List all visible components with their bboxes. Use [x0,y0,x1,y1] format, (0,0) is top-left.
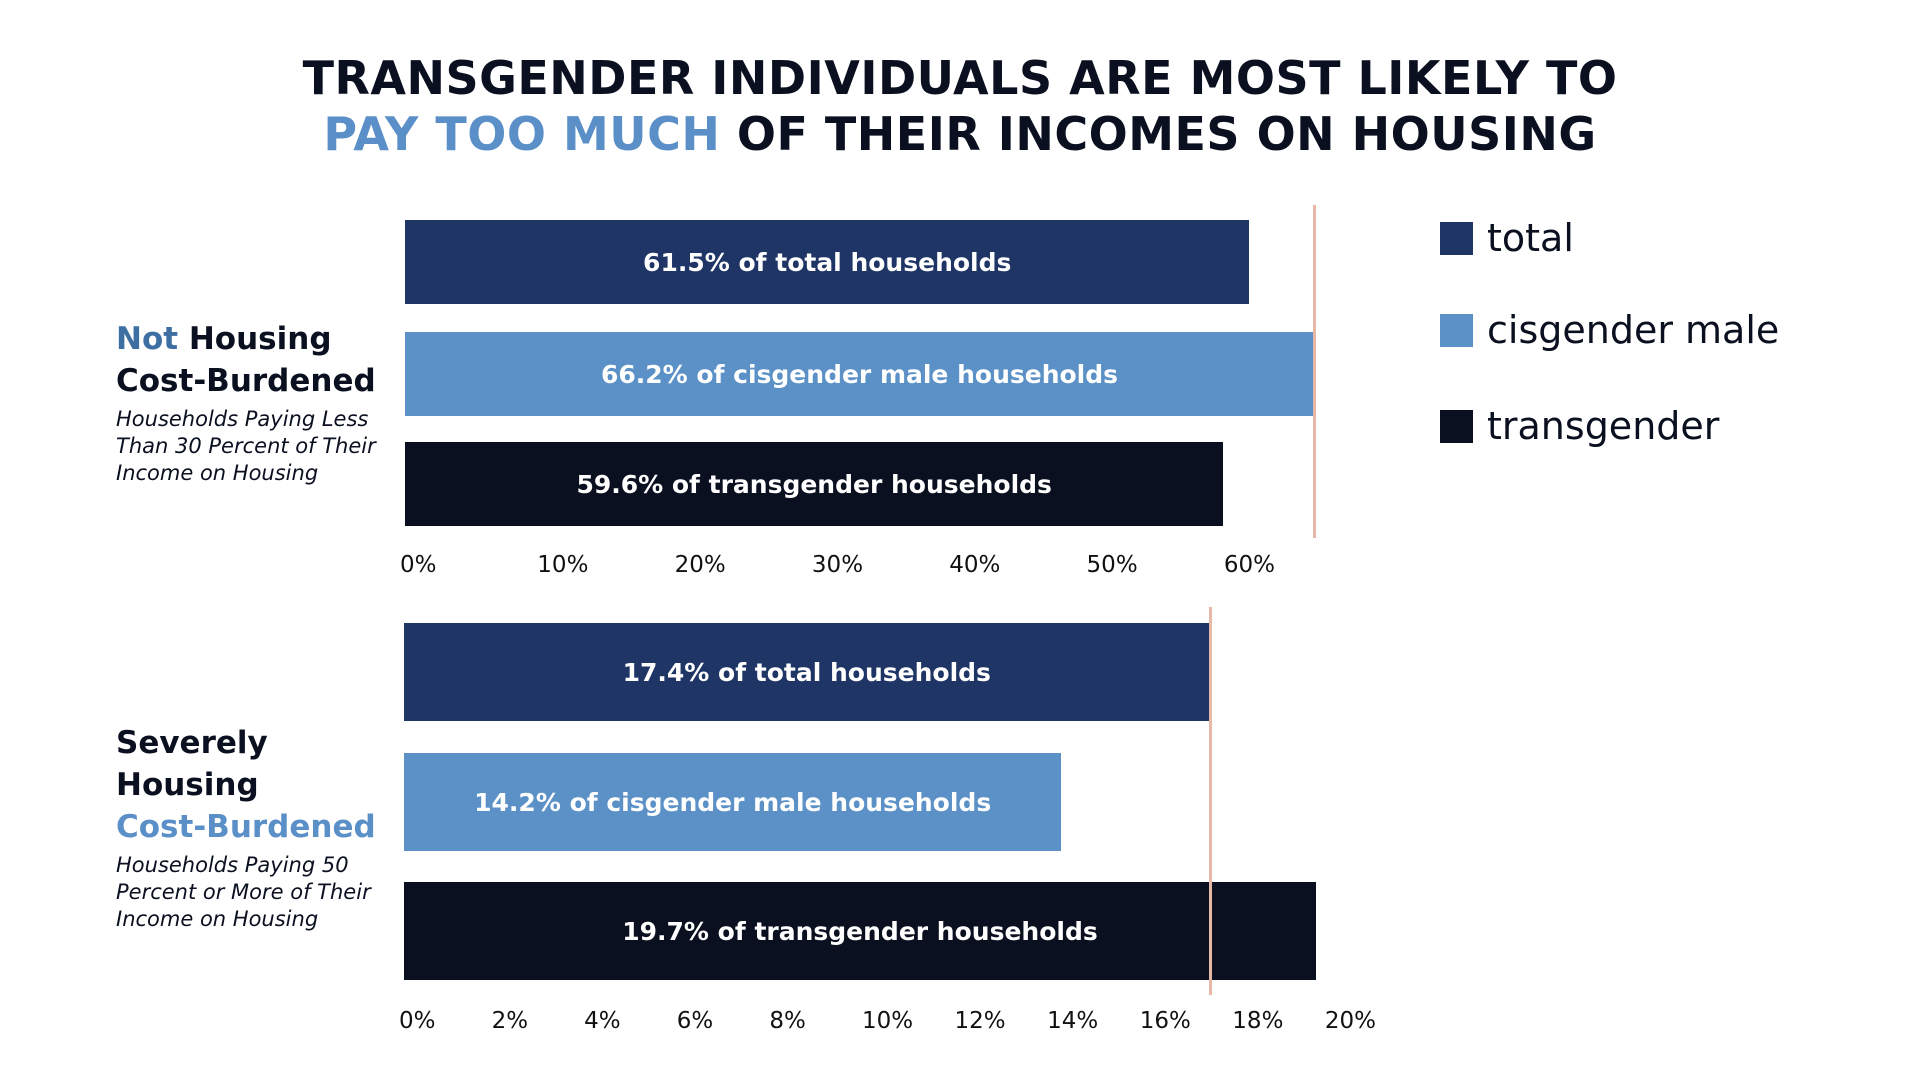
panel-1-label: Not Housing Cost-Burdened Households Pay… [116,318,386,487]
x-tick-label: 10% [861,1008,914,1034]
title-line-1: TRANSGENDER INDIVIDUALS ARE MOST LIKELY … [302,51,1618,105]
legend-label-cisgender-male: cisgender male [1487,308,1780,352]
legend-swatch-total [1440,221,1473,255]
bar-transgender: 19.7% of transgender households [404,882,1316,980]
x-tick-label: 10% [537,552,589,578]
x-tick-label: 40% [949,552,1001,578]
panel-2-heading: Severely Housing Cost-Burdened [116,722,386,848]
bar-label-total: 61.5% of total households [643,247,1012,277]
x-tick-label: 16% [1139,1008,1191,1034]
bar-total: 61.5% of total households [405,220,1250,304]
bar-cisgender-male: 66.2% of cisgender male households [405,332,1314,416]
x-tick-label: 12% [954,1008,1006,1034]
bar-label-cisgender-male: 66.2% of cisgender male households [600,359,1119,389]
legend-swatch-transgender [1440,409,1473,443]
x-tick-label: 20% [1324,1008,1376,1034]
title-line-2: PAY TOO MUCH OF THEIR INCOMES ON HOUSING [0,106,1920,162]
bar-label-transgender: 19.7% of transgender households [622,916,1098,946]
legend-item-cisgender-male: cisgender male [1440,308,1779,352]
bar-label-cisgender-male: 14.2% of cisgender male households [474,787,992,817]
x-tick-label: 8% [769,1008,806,1034]
x-tick-label: 0% [400,552,437,578]
x-tick-label: 20% [674,552,726,578]
legend-label-transgender: transgender [1487,404,1720,448]
x-tick-label: 4% [584,1008,621,1034]
reference-line [1208,607,1212,995]
x-tick-label: 18% [1232,1008,1284,1034]
x-tick-label: 30% [811,552,864,578]
panel-2-subtitle: Households Paying 50 Percent or More of … [116,853,371,931]
bar-label-transgender: 59.6% of transgender households [576,469,1052,499]
bar-transgender: 59.6% of transgender households [405,442,1224,526]
x-tick-label: 50% [1086,552,1138,578]
reference-line [1313,205,1316,538]
panel-1-heading: Not Housing Cost-Burdened [116,318,386,402]
x-tick-label: 6% [676,1008,714,1034]
panel-1-heading-c: Cost-Burdened [116,363,376,399]
panel-2-heading-c: Cost-Burdened [116,809,376,845]
panel-2-heading-b: Housing [116,767,259,803]
x-tick-label: 2% [491,1008,529,1034]
panel-1-heading-b: Housing [178,321,332,357]
chart-title: TRANSGENDER INDIVIDUALS ARE MOST LIKELY … [0,50,1920,162]
title-highlight: PAY TOO MUCH [323,107,721,161]
x-tick-label: 60% [1223,552,1275,578]
panel-1-subtitle: Households Paying Less Than 30 Percent o… [116,407,376,485]
bar-total: 17.4% of total households [404,623,1210,721]
legend-item-transgender: transgender [1440,404,1719,448]
bar-cisgender-male: 14.2% of cisgender male households [404,753,1062,851]
x-tick-label: 14% [1047,1008,1099,1034]
title-line-2-rest: OF THEIR INCOMES ON HOUSING [720,107,1597,161]
legend-swatch-cisgender-male [1440,313,1473,347]
x-tick-label: 0% [399,1008,436,1034]
panel-2-heading-a: Severely [116,725,268,761]
legend-item-total: total [1440,216,1574,260]
bar-label-total: 17.4% of total households [622,657,991,687]
panel-1-heading-a: Not [116,321,179,357]
panel-2-label: Severely Housing Cost-Burdened Household… [116,722,386,933]
legend-label-total: total [1487,216,1574,260]
